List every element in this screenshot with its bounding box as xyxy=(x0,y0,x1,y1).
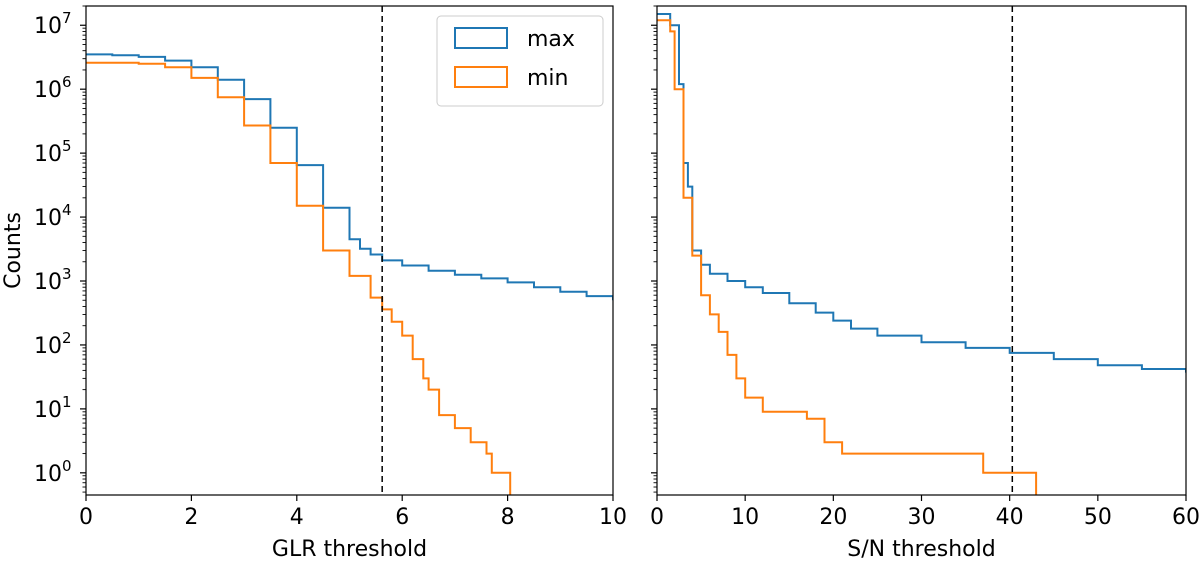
legend-label-min: min xyxy=(527,66,569,91)
x-tick-label: 30 xyxy=(908,505,936,530)
x-tick-label: 0 xyxy=(650,505,664,530)
series-min-line xyxy=(657,19,1038,495)
y-tick-label: 103 xyxy=(34,265,72,295)
x-tick-label: 40 xyxy=(996,505,1024,530)
x-tick-label: 2 xyxy=(184,505,198,530)
legend-swatch-max xyxy=(454,27,508,49)
y-tick-label: 105 xyxy=(34,137,72,167)
chart-panel-1: 0 2 4 6 8 10 100 101 102 103 104 105 106 107 GLR thres… xyxy=(1,5,627,562)
x-tick-label: 0 xyxy=(79,505,93,530)
legend-swatch-min xyxy=(454,66,508,88)
y-tick-label: 102 xyxy=(34,329,72,359)
series-min-line xyxy=(86,61,512,495)
x-tick-label: 4 xyxy=(290,505,304,530)
y-axis-label: Counts xyxy=(1,212,26,289)
y-tick-label: 101 xyxy=(34,393,72,423)
x-tick-label: 6 xyxy=(395,505,409,530)
series-max-line xyxy=(657,13,1186,373)
x-tick-label: 10 xyxy=(599,505,627,530)
x-tick-label: 8 xyxy=(501,505,515,530)
y-tick-label: 104 xyxy=(34,201,72,231)
x-axis-label: S/N threshold xyxy=(847,537,995,562)
y-tick-label: 100 xyxy=(34,457,72,487)
x-tick-label: 50 xyxy=(1084,505,1112,530)
legend-box xyxy=(436,15,604,107)
chart-panel-2: 0 10 20 30 40 50 60 S/N threshold xyxy=(650,5,1200,562)
x-tick-label: 60 xyxy=(1172,505,1200,530)
x-tick-label: 20 xyxy=(819,505,847,530)
x-axis-label: GLR threshold xyxy=(272,537,427,562)
y-tick-label: 107 xyxy=(34,9,72,39)
legend-label-max: max xyxy=(527,27,575,52)
series-max-line xyxy=(86,53,613,301)
y-tick-label: 106 xyxy=(34,73,72,103)
axes-frame xyxy=(656,5,1187,496)
legend: max min xyxy=(436,15,604,107)
x-tick-label: 10 xyxy=(731,505,759,530)
